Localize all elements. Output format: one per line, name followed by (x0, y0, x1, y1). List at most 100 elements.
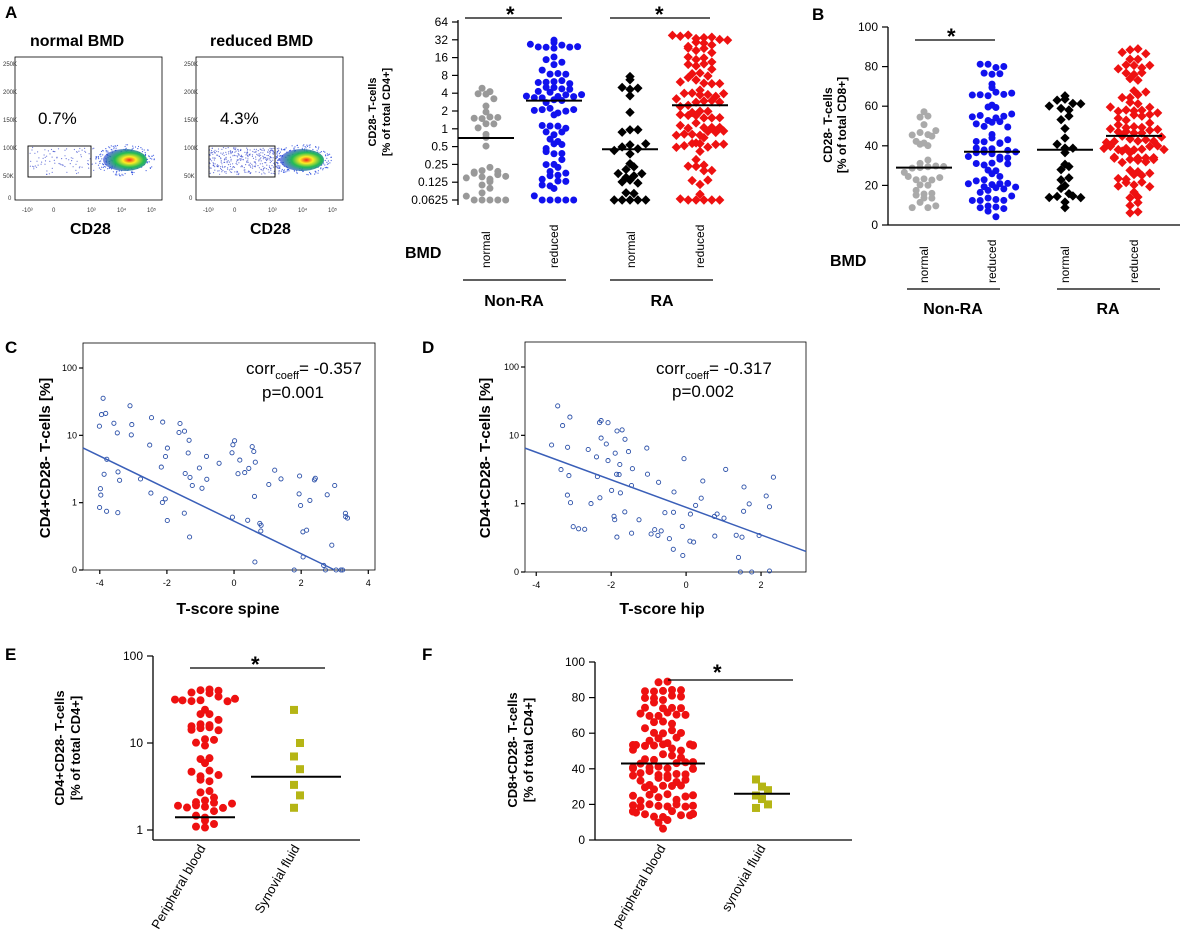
flow-event (247, 158, 249, 160)
flow-event (239, 155, 242, 157)
data-point (699, 43, 709, 54)
data-point (940, 163, 948, 171)
flow-event (238, 159, 240, 161)
flow-event (100, 160, 102, 162)
panel-label-c: C (5, 338, 17, 357)
data-point (542, 78, 550, 86)
data-point (1004, 179, 1012, 187)
flow-event (87, 163, 89, 165)
flow-event (220, 161, 222, 163)
flow-event (131, 148, 133, 150)
data-point (1109, 153, 1120, 163)
data-point (542, 128, 550, 136)
data-point (550, 111, 558, 119)
flow-event (101, 166, 103, 168)
flow-event (262, 152, 264, 154)
data-point (196, 465, 202, 471)
data-points (896, 44, 1169, 221)
data-point (695, 85, 705, 95)
data-point (976, 91, 984, 99)
data-point (645, 711, 654, 720)
flow-event (327, 160, 329, 162)
data-point (764, 786, 772, 795)
data-point (1145, 141, 1155, 152)
flow-event (225, 153, 227, 155)
data-point (1101, 137, 1112, 148)
flow-event (153, 158, 155, 160)
flow-event (209, 154, 211, 156)
group-label: Non-RA (923, 301, 983, 318)
data-point (984, 92, 992, 100)
flow-event (270, 169, 272, 171)
data-point (538, 175, 546, 183)
tick-label: 8 (441, 68, 448, 82)
tick-label: 80 (865, 60, 879, 74)
data-point (210, 807, 218, 816)
data-point (666, 536, 672, 542)
flow-event (277, 159, 279, 161)
flow-ytick: 200K (184, 90, 198, 96)
data-point (210, 819, 218, 828)
data-point (691, 161, 701, 172)
flow-event (227, 160, 229, 162)
data-point (683, 30, 693, 40)
data-point (1004, 136, 1012, 144)
data-point (482, 90, 490, 98)
data-point (486, 163, 494, 171)
flow-event (98, 158, 100, 160)
flow-event (248, 164, 250, 166)
flow-event (212, 157, 214, 159)
flow-event (118, 173, 120, 175)
data-point (534, 79, 542, 87)
data-point (1105, 141, 1116, 152)
tick-label: 4 (366, 578, 371, 588)
flow-event (309, 171, 311, 174)
flow-ytick: 200K (3, 90, 17, 96)
panel-label-d: D (422, 338, 434, 357)
flow-event (258, 160, 260, 162)
flow-event (220, 152, 222, 154)
data-point (671, 94, 682, 104)
flow-event (232, 155, 234, 157)
flow-event (216, 165, 218, 167)
flow-event (214, 152, 216, 154)
data-point (1004, 123, 1012, 131)
data-point (494, 171, 502, 179)
data-point (502, 172, 510, 180)
flow-event (237, 153, 239, 155)
data-point (474, 90, 482, 98)
flow-event (98, 167, 100, 169)
flow-event (33, 166, 35, 168)
flow-event (231, 151, 233, 153)
category-label: normal (624, 231, 638, 268)
data-point (658, 528, 664, 534)
flow-event (246, 153, 248, 155)
flow-event (228, 153, 230, 155)
flow-event (253, 148, 255, 150)
flow-event (270, 160, 272, 162)
data-point (972, 120, 980, 128)
data-point (936, 174, 944, 182)
flow-event (278, 159, 280, 161)
flow-event (105, 166, 107, 168)
flow-event (265, 156, 267, 159)
flow-event (253, 165, 255, 167)
flow-event (267, 157, 269, 159)
data-point (494, 113, 502, 121)
data-point (290, 752, 298, 761)
data-point (1064, 173, 1074, 183)
flow-xtick: 0 (52, 208, 56, 214)
data-point (1133, 197, 1143, 208)
category-label: Synovial fluid (251, 842, 302, 916)
data-point (739, 534, 745, 540)
data-point (252, 559, 258, 565)
flow-event (272, 153, 274, 155)
flow-event (312, 148, 314, 151)
data-point (968, 91, 976, 99)
data-point (490, 120, 498, 128)
flow-event (108, 146, 110, 148)
data-point (530, 94, 538, 102)
data-point (1129, 180, 1139, 190)
p-value: p=0.001 (262, 383, 324, 402)
